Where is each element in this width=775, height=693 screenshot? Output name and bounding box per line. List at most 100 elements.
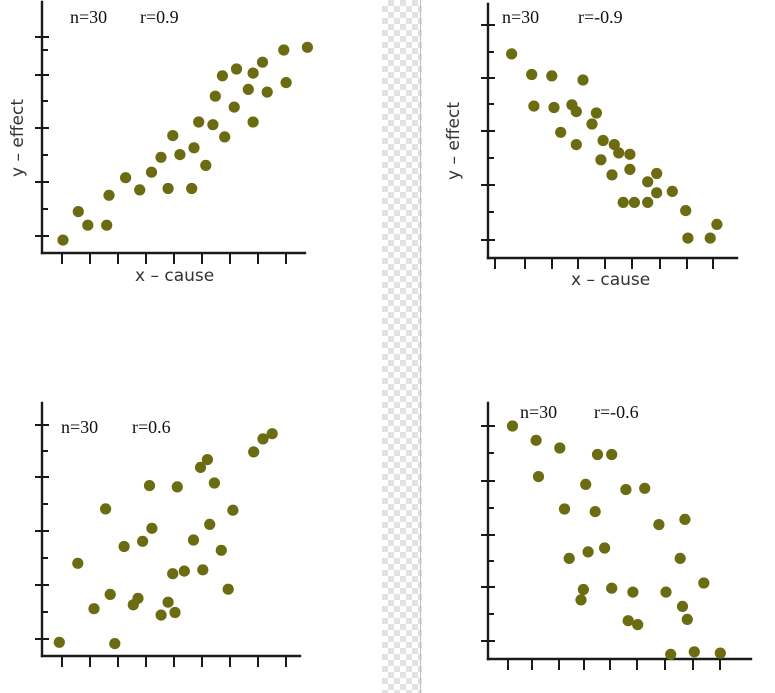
data-point — [178, 565, 190, 577]
data-point — [186, 182, 198, 195]
data-point — [134, 184, 146, 196]
data-point — [711, 218, 723, 230]
data-point — [194, 461, 207, 473]
data-point — [109, 638, 121, 650]
scatter-chart-positive-moderate: n=30 r=0.6 — [0, 395, 382, 693]
data-point — [622, 615, 634, 627]
data-point — [613, 147, 625, 159]
data-point — [132, 592, 144, 604]
x-axis-label: x – cause — [135, 266, 215, 286]
data-point — [100, 503, 112, 515]
data-point — [242, 83, 254, 95]
y-axis-label: y – effect — [444, 101, 464, 180]
data-point — [162, 182, 174, 195]
chart-plot-area — [35, 0, 313, 264]
data-point — [215, 544, 227, 556]
scatter-chart-negative-strong: n=30 r=-0.9 x – cause y – effect — [421, 0, 775, 300]
data-point — [597, 134, 609, 147]
data-point — [247, 67, 259, 79]
data-point — [187, 534, 200, 546]
data-point — [209, 90, 221, 102]
data-point — [590, 107, 602, 119]
data-point — [167, 130, 179, 142]
data-point — [207, 119, 219, 131]
data-point — [660, 586, 672, 598]
data-point — [676, 600, 689, 612]
data-point — [666, 185, 678, 197]
data-point — [620, 484, 632, 496]
data-point — [624, 163, 636, 175]
scatter-chart-positive-strong: n=30 r=0.9 x – cause y – effect — [0, 0, 382, 300]
data-point — [216, 70, 228, 82]
data-point — [506, 48, 518, 60]
data-point — [82, 219, 94, 231]
data-point — [230, 63, 243, 75]
data-point — [665, 648, 677, 660]
data-point — [651, 167, 663, 180]
data-point — [248, 446, 260, 458]
data-point — [591, 448, 604, 461]
data-point — [103, 189, 115, 201]
data-point — [698, 577, 710, 589]
x-axis-label: x – cause — [571, 270, 651, 290]
data-point — [193, 116, 205, 128]
data-point — [681, 613, 693, 625]
data-point — [595, 154, 607, 166]
data-point — [563, 552, 575, 564]
data-point — [88, 603, 100, 615]
data-point — [227, 504, 239, 516]
data-point — [548, 101, 560, 114]
data-point — [101, 219, 113, 231]
data-point — [118, 540, 130, 553]
data-point — [679, 513, 691, 525]
annotation-n: n=30 — [61, 417, 99, 437]
data-point — [201, 454, 213, 466]
data-point — [558, 503, 571, 515]
data-point — [266, 428, 278, 440]
data-point — [627, 586, 639, 598]
annotation-r: r=-0.6 — [594, 402, 639, 422]
annotation-n: n=30 — [502, 7, 540, 27]
data-point — [301, 41, 313, 53]
data-point — [570, 106, 582, 118]
transparency-checker-strip — [382, 0, 422, 693]
data-point — [586, 118, 598, 130]
data-point — [197, 564, 209, 576]
data-point — [546, 70, 558, 82]
data-point — [642, 176, 654, 188]
annotation-r: r=-0.9 — [578, 7, 623, 27]
data-point — [167, 568, 179, 580]
data-point — [528, 100, 540, 112]
data-point — [642, 196, 654, 208]
data-point — [228, 101, 240, 113]
data-point — [219, 131, 231, 143]
panel-divider — [420, 0, 421, 693]
data-point — [580, 478, 592, 490]
data-point — [530, 434, 542, 446]
data-point — [155, 609, 167, 621]
data-point — [174, 149, 186, 161]
data-point — [155, 151, 167, 163]
data-point — [639, 482, 651, 494]
data-point — [606, 448, 618, 461]
data-point — [554, 442, 566, 454]
annotation-r: r=0.9 — [140, 7, 179, 27]
data-point — [278, 44, 290, 56]
data-point — [680, 205, 692, 217]
data-point — [599, 542, 611, 554]
data-point — [53, 636, 65, 648]
data-point — [688, 646, 700, 658]
data-point — [653, 519, 665, 531]
data-point — [171, 481, 183, 493]
data-point — [606, 169, 618, 181]
data-point — [606, 582, 618, 594]
data-point — [145, 166, 158, 178]
y-axis-label: y – effect — [8, 98, 28, 177]
data-point — [261, 86, 273, 98]
data-point — [589, 506, 601, 518]
annotation-r: r=0.6 — [132, 417, 171, 437]
data-point — [72, 206, 84, 218]
data-point — [256, 56, 269, 68]
data-point — [143, 480, 156, 492]
data-point — [208, 477, 220, 489]
